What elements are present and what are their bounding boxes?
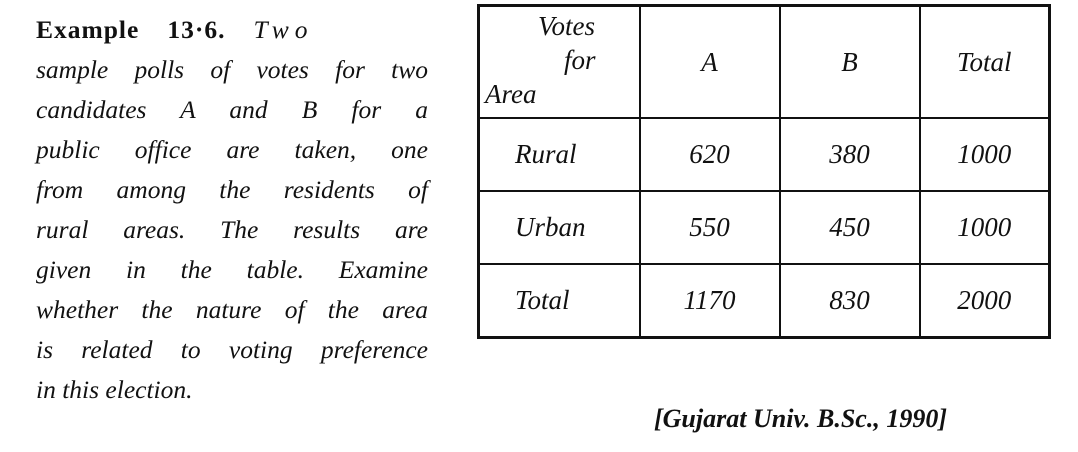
problem-line: whether the nature of the area	[36, 295, 428, 324]
cell-value: 450	[778, 190, 921, 265]
problem-heading-line: Example 13·6. Two	[36, 10, 428, 50]
example-label: Example	[36, 15, 140, 44]
cell-value: 620	[638, 117, 781, 192]
problem-first-word: Two	[253, 15, 314, 44]
row-label: Rural	[477, 117, 641, 192]
table-header-row: Votes for Area A B Total	[477, 4, 1051, 119]
row-label: Urban	[477, 190, 641, 265]
column-header-b: B	[778, 4, 921, 119]
problem-line: rural areas. The results are	[36, 215, 428, 244]
example-number: 13·6.	[167, 15, 226, 44]
source-citation: [Gujarat Univ. B.Sc., 1990]	[654, 404, 947, 433]
problem-line: in this election.	[36, 375, 193, 404]
column-header-total: Total	[918, 4, 1051, 119]
cell-value: 830	[778, 263, 921, 339]
corner-votes-label: Votes	[538, 11, 595, 41]
problem-line: sample polls of votes for two	[36, 55, 428, 84]
cell-value: 1000	[918, 190, 1051, 265]
corner-for-label: for	[564, 45, 596, 75]
problem-line: from among the residents of	[36, 175, 428, 204]
problem-line: given in the table. Examine	[36, 255, 428, 284]
table-row-rural: Rural 620 380 1000	[477, 117, 1051, 192]
cell-value: 550	[638, 190, 781, 265]
problem-line: public office are taken, one	[36, 135, 428, 164]
problem-statement: Example 13·6. Two sample polls of votes fo…	[36, 10, 428, 410]
votes-table: Votes for Area A B Total Rural 620 380 1…	[477, 4, 1051, 339]
row-label: Total	[477, 263, 641, 339]
cell-value: 1000	[918, 117, 1051, 192]
table-corner-cell: Votes for Area	[477, 4, 641, 119]
problem-line: is related to voting preference	[36, 335, 428, 364]
problem-line: candidates A and B for a	[36, 95, 428, 124]
cell-value: 2000	[918, 263, 1051, 339]
table-row-urban: Urban 550 450 1000	[477, 190, 1051, 265]
cell-value: 380	[778, 117, 921, 192]
corner-area-label: Area	[485, 79, 537, 109]
table-row-total: Total 1170 830 2000	[477, 263, 1051, 339]
votes-table-container: Votes for Area A B Total Rural 620 380 1…	[477, 4, 1051, 339]
column-header-a: A	[638, 4, 781, 119]
cell-value: 1170	[638, 263, 781, 339]
